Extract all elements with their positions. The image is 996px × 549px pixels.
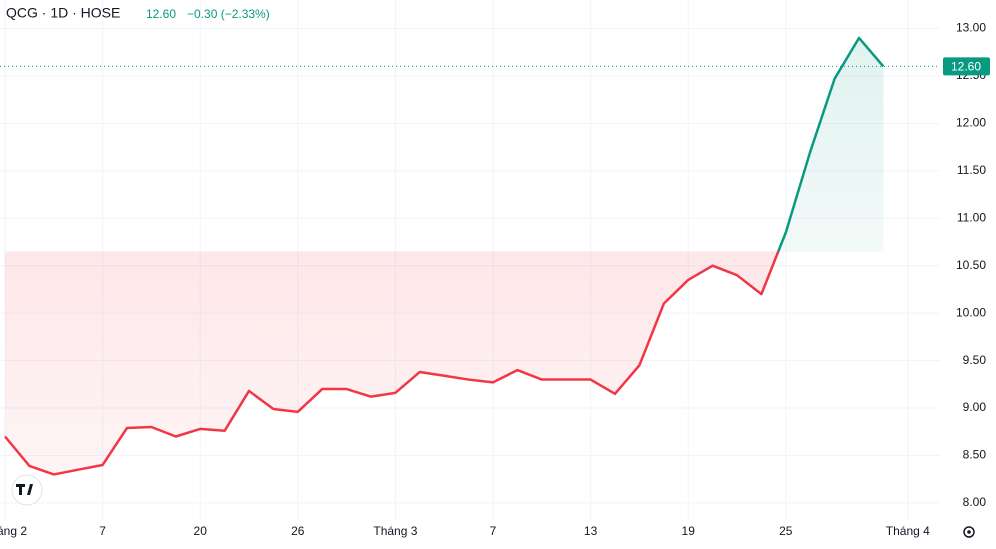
x-tick-label: Tháng 2: [0, 524, 27, 538]
y-tick-label: 13.00: [956, 21, 986, 35]
x-tick-label: 13: [584, 524, 598, 538]
y-tick-label: 8.00: [963, 495, 987, 509]
y-tick-label: 10.00: [956, 305, 986, 319]
x-tick-label: 7: [490, 524, 497, 538]
price-change: −0.30 (−2.33%): [187, 7, 270, 21]
x-tick-label: 26: [291, 524, 305, 538]
y-tick-label: 10.50: [956, 258, 986, 272]
logo: [11, 474, 43, 506]
x-tick-label: Tháng 3: [373, 524, 417, 538]
x-tick-label: 19: [682, 524, 696, 538]
x-tick-label: Tháng 4: [886, 524, 930, 538]
y-tick-label: 11.50: [957, 163, 986, 177]
last-price: 12.60: [146, 7, 176, 21]
last-price-tag: [943, 57, 990, 76]
y-tick-label: 9.00: [963, 400, 987, 414]
y-tick-label: 9.50: [963, 353, 987, 367]
x-tick-label: 20: [194, 524, 208, 538]
baseline-area: [5, 37, 884, 475]
settings-button[interactable]: [963, 526, 975, 538]
y-tick-label: 11.00: [957, 210, 986, 224]
y-tick-label: 8.50: [963, 448, 987, 462]
y-tick-label: 12.00: [956, 116, 986, 130]
symbol: QCG · 1D · HOSE: [6, 5, 120, 21]
x-tick-label: 7: [99, 524, 106, 538]
last-price-tag-label: 12.60: [951, 60, 981, 74]
price-line: [4, 36, 885, 476]
x-tick-label: 25: [779, 524, 793, 538]
